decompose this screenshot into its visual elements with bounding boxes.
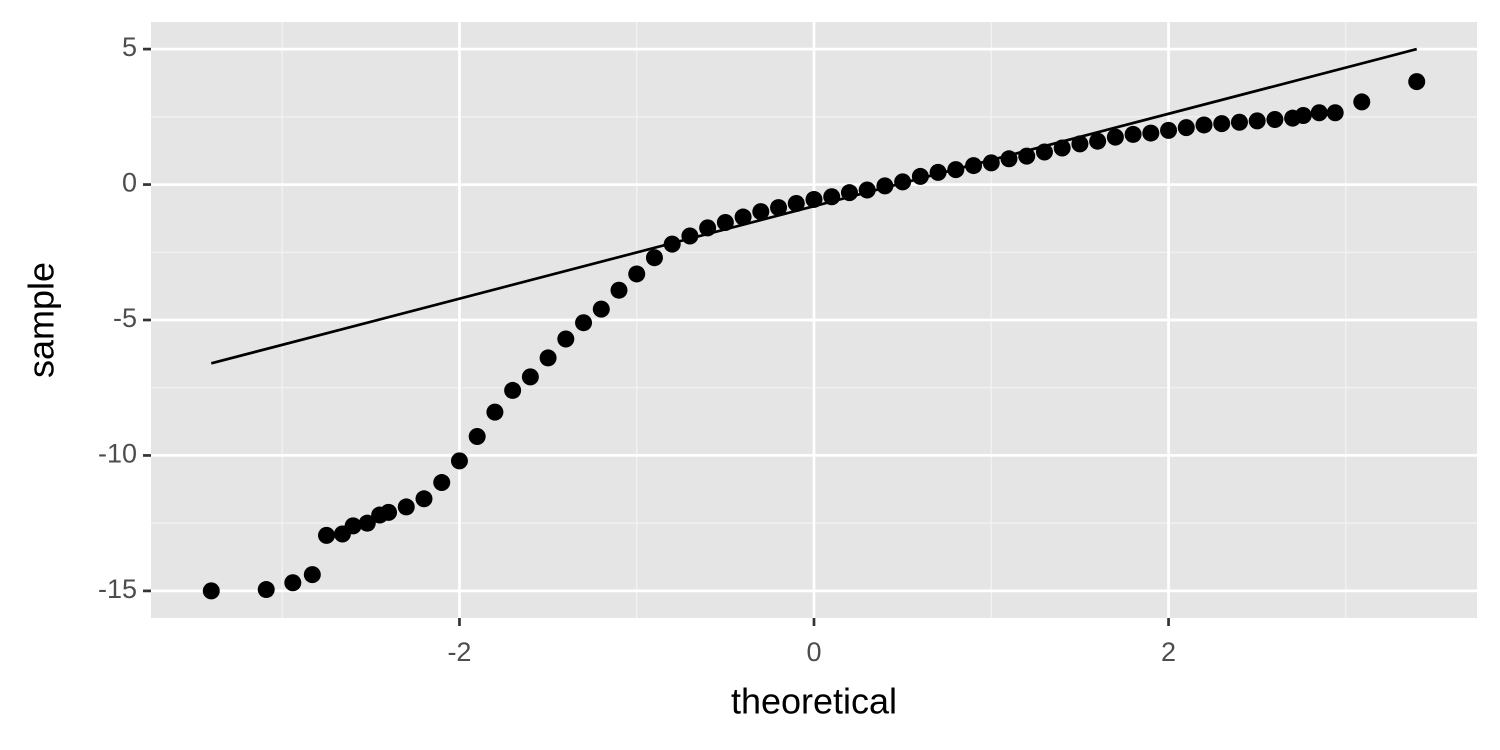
point	[770, 199, 788, 217]
point	[486, 403, 504, 421]
point	[284, 574, 302, 592]
point	[752, 203, 770, 221]
point	[1408, 73, 1426, 91]
x-tick-label: 0	[806, 637, 821, 667]
y-tick-label: -10	[98, 439, 137, 469]
x-axis-title: theoretical	[731, 681, 897, 722]
point	[1195, 116, 1213, 134]
point	[805, 190, 823, 208]
y-tick-label: -15	[98, 574, 137, 604]
point	[504, 381, 522, 399]
point	[1142, 124, 1160, 142]
y-tick-label: -5	[113, 303, 137, 333]
point	[645, 249, 663, 267]
point	[1353, 93, 1371, 111]
point	[628, 265, 646, 283]
point	[592, 300, 610, 318]
point	[1326, 104, 1344, 122]
point	[1266, 111, 1284, 129]
point	[450, 452, 468, 470]
point	[1071, 135, 1089, 153]
point	[415, 490, 433, 508]
point	[257, 581, 275, 599]
x-tick-label: 2	[1161, 637, 1176, 667]
y-axis-title: sample	[21, 262, 62, 378]
point	[1248, 112, 1266, 130]
point	[344, 517, 362, 535]
point	[1177, 119, 1195, 137]
point	[1310, 104, 1328, 122]
point	[1294, 106, 1312, 124]
point	[1230, 113, 1248, 131]
point	[557, 330, 575, 348]
point	[397, 498, 415, 516]
point	[318, 526, 335, 544]
y-tick-label: 5	[122, 32, 137, 62]
point	[734, 208, 752, 226]
reference-line	[210, 47, 1418, 365]
point	[1124, 125, 1142, 143]
point	[1089, 132, 1107, 150]
point	[539, 349, 557, 367]
point	[787, 195, 805, 213]
point	[468, 427, 486, 445]
point	[575, 314, 593, 332]
point	[716, 213, 734, 231]
point	[610, 281, 628, 299]
point	[521, 368, 539, 386]
point	[202, 582, 220, 600]
y-tick-label: 0	[122, 168, 137, 198]
point	[303, 566, 321, 584]
point	[433, 474, 451, 492]
point	[1213, 115, 1231, 133]
point	[1160, 121, 1178, 139]
point	[358, 514, 376, 532]
point	[929, 163, 947, 181]
x-tick-label: -2	[447, 637, 471, 667]
point	[1106, 128, 1124, 146]
point	[380, 503, 398, 521]
